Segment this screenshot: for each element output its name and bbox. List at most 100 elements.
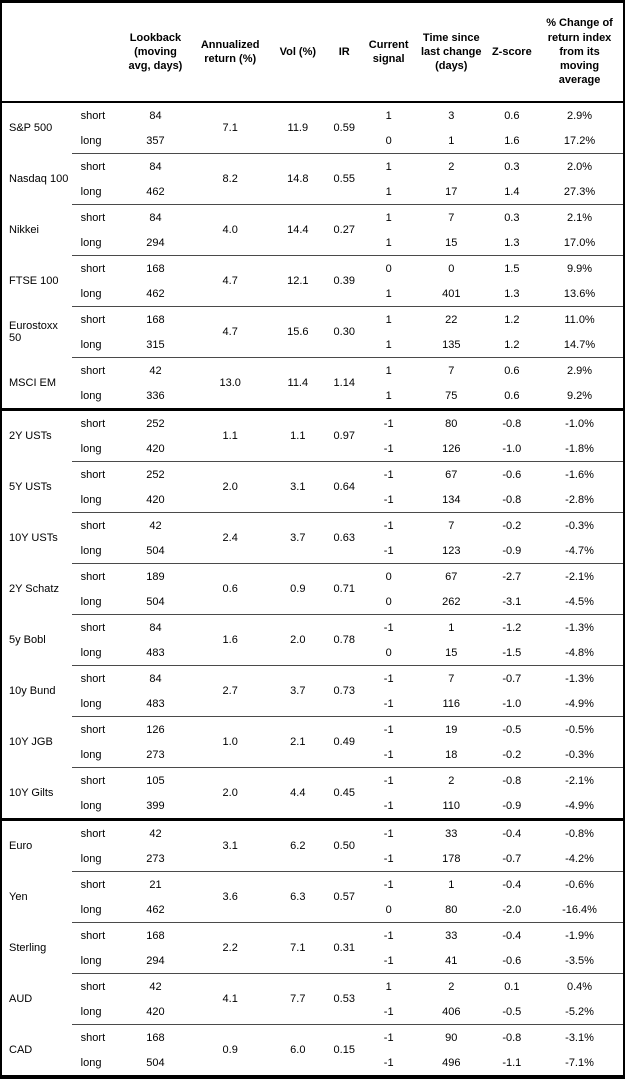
pct-change-value: 14.7% bbox=[536, 332, 624, 358]
asset-group: 10Y JGB short 126 1.0 2.1 0.49 -1 19 -0.5 -0.5% lo… bbox=[1, 716, 624, 768]
lookback-value: 483 bbox=[120, 691, 191, 717]
vol-value: 7.7 bbox=[269, 973, 327, 1025]
time-since-value: 22 bbox=[445, 313, 458, 326]
time-since-value: 7 bbox=[448, 364, 455, 377]
table-row-short: FTSE 100 short 168 4.7 12.1 0.39 0 0 1.5 9.9% bbox=[1, 255, 624, 307]
pct-change-value: -0.5% bbox=[565, 723, 594, 736]
lookback-value: 189 bbox=[146, 570, 165, 583]
signal-value: -1 bbox=[383, 672, 394, 685]
lookback-value: 336 bbox=[120, 383, 191, 411]
lookback-value: 42 bbox=[149, 827, 162, 840]
annualized-return-value: 13.0 bbox=[190, 357, 270, 411]
ir-column-header: IR bbox=[326, 1, 363, 103]
signal-value: -1 bbox=[383, 417, 394, 430]
pct-change-value: -1.0% bbox=[565, 417, 594, 430]
table-row-long: long 462 1 17 1.4 27.3% bbox=[1, 179, 624, 205]
table-row-short: 2Y USTs short 252 1.1 1.1 0.97 -1 80 -0.8 -1.0% bbox=[1, 409, 624, 462]
pct-change-value: -5.2% bbox=[536, 999, 624, 1025]
time-since-value: 90 bbox=[445, 1031, 458, 1044]
leg-label-long: long bbox=[71, 897, 121, 923]
table-row-short: Nikkei short 84 4.0 14.4 0.27 1 7 0.3 2.1% bbox=[1, 204, 624, 256]
table-row-long: long 336 1 75 0.6 9.2% bbox=[1, 383, 624, 411]
vol-value: 14.4 bbox=[269, 204, 327, 256]
signal-value: 0 bbox=[362, 897, 415, 923]
leg-label-short: short bbox=[80, 313, 106, 326]
time-since-value: 33 bbox=[445, 929, 458, 942]
z-score-value: -1.5 bbox=[487, 640, 537, 666]
lookback-value: 483 bbox=[120, 640, 191, 666]
pct-change-value: -4.2% bbox=[536, 846, 624, 872]
signal-value: -1 bbox=[383, 519, 394, 532]
asset-group: 2Y USTs short 252 1.1 1.1 0.97 -1 80 -0.8 -1.0% lo… bbox=[1, 409, 624, 462]
ir-value: 0.27 bbox=[326, 204, 363, 256]
asset-name: MSCI EM bbox=[1, 357, 72, 411]
table-row-short: 10y Bund short 84 2.7 3.7 0.73 -1 7 -0.7 -1.3% bbox=[1, 665, 624, 717]
time-since-value: 135 bbox=[414, 332, 488, 358]
signal-value: 1 bbox=[362, 230, 415, 256]
table-row-long: long 420 -1 126 -1.0 -1.8% bbox=[1, 436, 624, 462]
lookback-value: 420 bbox=[120, 487, 191, 513]
asset-name: 10Y USTs bbox=[9, 532, 58, 544]
asset-group: Nasdaq 100 short 84 8.2 14.8 0.55 1 2 0.3 2.0% lon… bbox=[1, 153, 624, 205]
signal-value: 1 bbox=[385, 160, 392, 173]
leg-label-short: short bbox=[80, 723, 106, 736]
time-since-value: 17 bbox=[414, 179, 488, 205]
annualized-return-value: 2.4 bbox=[190, 512, 270, 564]
vol-value: 6.2 bbox=[269, 819, 327, 872]
z-score-value: -0.8 bbox=[487, 487, 537, 513]
lookback-value: 420 bbox=[120, 436, 191, 462]
time-since-value: 178 bbox=[414, 846, 488, 872]
time-since-value: 1 bbox=[448, 878, 455, 891]
ir-value: 0.59 bbox=[326, 102, 363, 154]
signal-value: 1 bbox=[362, 281, 415, 307]
leg-label-long: long bbox=[71, 846, 121, 872]
asset-name: 5Y USTs bbox=[9, 481, 52, 493]
table-row-short: AUD short 42 4.1 7.7 0.53 1 2 0.1 0.4% bbox=[1, 973, 624, 1025]
z-score-value: -1.1 bbox=[502, 1056, 522, 1069]
pct-change-value: -3.5% bbox=[536, 948, 624, 974]
lookback-value: 294 bbox=[120, 230, 191, 256]
table-row-short: Nasdaq 100 short 84 8.2 14.8 0.55 1 2 0.3 2.0% bbox=[1, 153, 624, 205]
lookback-value: 42 bbox=[149, 980, 162, 993]
z-score-value: -0.4 bbox=[502, 827, 522, 840]
leg-label-long: long bbox=[71, 128, 121, 154]
asset-group: 5Y USTs short 252 2.0 3.1 0.64 -1 67 -0.6 -1.6% lo… bbox=[1, 461, 624, 513]
leg-label-short: short bbox=[80, 1031, 106, 1044]
signal-value: 1 bbox=[385, 211, 392, 224]
z-score-value: 0.6 bbox=[504, 364, 520, 377]
leg-label-long: long bbox=[71, 640, 121, 666]
lookback-value: 504 bbox=[146, 1056, 165, 1069]
pct-change-value: -4.8% bbox=[536, 640, 624, 666]
time-since-value: 7 bbox=[448, 519, 455, 532]
table-row-short: 10Y USTs short 42 2.4 3.7 0.63 -1 7 -0.2 -0.3% bbox=[1, 512, 624, 564]
asset-group: Eurostoxx 50 short 168 4.7 15.6 0.30 1 22 1.2 11.… bbox=[1, 306, 624, 358]
lookback-value: 42 bbox=[149, 519, 162, 532]
annualized-return-value: 3.6 bbox=[190, 871, 270, 923]
pct-change-value: -4.9% bbox=[536, 793, 624, 821]
lookback-value: 462 bbox=[120, 281, 191, 307]
current-signal-column-header: Current signal bbox=[362, 1, 415, 103]
signal-value: -1 bbox=[383, 468, 394, 481]
leg-label-long: long bbox=[71, 230, 121, 256]
time-since-value: 496 bbox=[442, 1056, 461, 1069]
pct-change-value: -1.3% bbox=[565, 672, 594, 685]
pct-change-value: 2.0% bbox=[566, 160, 593, 173]
lookback-value: 504 bbox=[120, 538, 191, 564]
time-since-value: 123 bbox=[414, 538, 488, 564]
annualized-return-value: 4.7 bbox=[190, 255, 270, 307]
time-since-value: 406 bbox=[414, 999, 488, 1025]
table-row-short: 5Y USTs short 252 2.0 3.1 0.64 -1 67 -0.6 -1.6% bbox=[1, 461, 624, 513]
pct-change-value: -3.1% bbox=[565, 1031, 594, 1044]
signal-value: -1 bbox=[383, 621, 394, 634]
asset-name: Nikkei bbox=[9, 224, 39, 236]
vol-value: 3.7 bbox=[269, 512, 327, 564]
vol-value: 14.8 bbox=[269, 153, 327, 205]
leg-label-short: short bbox=[80, 929, 106, 942]
leg-label-short: short bbox=[80, 774, 106, 787]
pct-change-value: -0.8% bbox=[565, 827, 594, 840]
table-row-short: 10Y Gilts short 105 2.0 4.4 0.45 -1 2 -0.8 -2.1% bbox=[1, 767, 624, 821]
pct-change-value: -1.3% bbox=[565, 621, 594, 634]
z-score-value: 1.2 bbox=[504, 313, 520, 326]
annualized-return-value: 0.9 bbox=[222, 1044, 238, 1056]
asset-group: Yen short 21 3.6 6.3 0.57 -1 1 -0.4 -0.6% long 462 0… bbox=[1, 871, 624, 923]
